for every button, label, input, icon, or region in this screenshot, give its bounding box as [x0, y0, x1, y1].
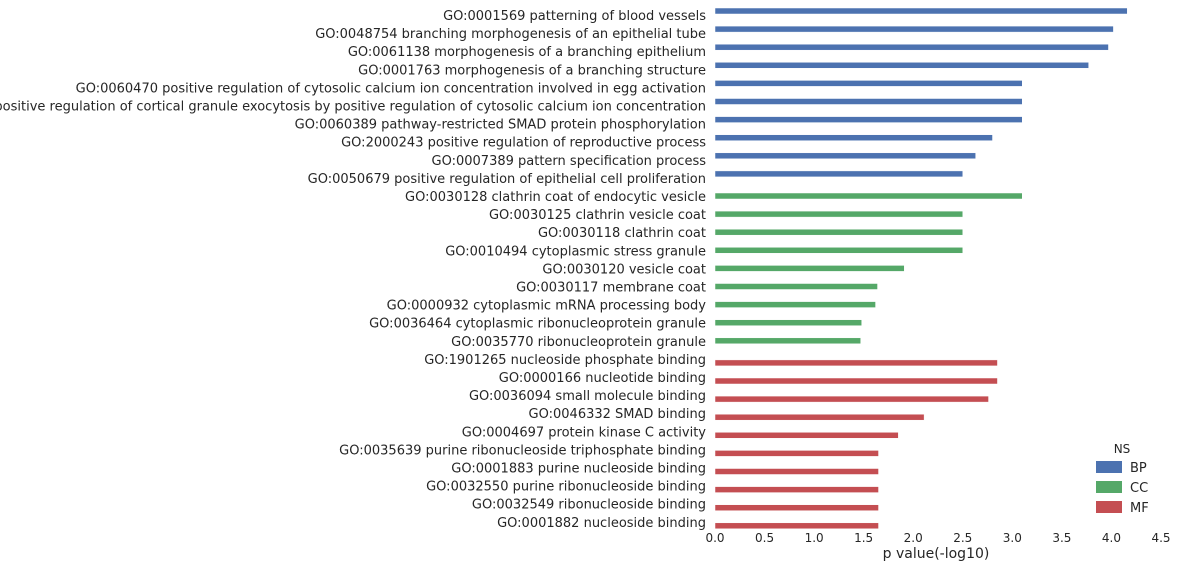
bar-mf: [714, 522, 879, 530]
category-label: GO:0001763 morphogenesis of a branching …: [358, 63, 706, 78]
category-label: GO:0007389 pattern specification process: [432, 154, 707, 169]
bar-bp: [714, 7, 1128, 15]
bar-mf: [714, 432, 899, 439]
category-label: GO:0001882 nucleoside binding: [497, 516, 706, 531]
category-label: GO:0060470 positive regulation of cytoso…: [76, 81, 706, 96]
bar-cc: [714, 301, 876, 308]
bar-mf: [714, 504, 879, 511]
x-tick-label: 2.5: [953, 531, 972, 545]
x-tick-label: 1.0: [805, 531, 824, 545]
category-label: GO:0032549 ribonucleoside binding: [472, 498, 706, 513]
category-label: GO:0030118 clathrin coat: [538, 226, 706, 241]
bar-bp: [714, 152, 976, 160]
x-tick-label: 1.5: [854, 531, 873, 545]
category-label: GO:0035770 ribonucleoprotein granule: [451, 335, 706, 350]
category-label: GO:0001883 purine nucleoside binding: [451, 462, 706, 477]
category-label: GO:1901265 nucleoside phosphate binding: [424, 353, 706, 368]
bar-mf: [714, 413, 925, 421]
x-tick-label: 3.5: [1052, 531, 1071, 545]
bar-bp: [714, 43, 1109, 51]
category-label: GO:0060472 positive regulation of cortic…: [0, 100, 706, 115]
legend: NS BP CC MF: [1096, 442, 1149, 516]
bars: [714, 7, 1128, 530]
bar-bp: [714, 98, 1023, 105]
legend-title: NS: [1114, 442, 1131, 456]
category-label: GO:0035639 purine ribonucleoside triphos…: [339, 443, 706, 458]
bar-cc: [714, 247, 964, 254]
bar-bp: [714, 170, 964, 178]
category-label: GO:0030120 vesicle coat: [542, 262, 706, 277]
bar-cc: [714, 319, 862, 326]
bar-cc: [714, 337, 861, 345]
x-tick-label: 0.5: [755, 531, 774, 545]
bar-cc: [714, 210, 964, 218]
category-label: GO:0004697 protein kinase C activity: [462, 425, 707, 440]
x-axis-label: p value(-log10): [883, 546, 990, 562]
bar-mf: [714, 359, 998, 367]
bar-mf: [714, 468, 879, 475]
bar-cc: [714, 228, 964, 236]
category-label: GO:0061138 morphogenesis of a branching …: [348, 45, 706, 60]
legend-label-mf: MF: [1130, 501, 1149, 516]
bar-bp: [714, 80, 1023, 87]
bar-bp: [714, 134, 993, 141]
bar-bp: [714, 25, 1114, 33]
legend-swatch-bp: [1096, 461, 1122, 473]
category-label: GO:0000932 cytoplasmic mRNA processing b…: [387, 299, 707, 314]
bar-mf: [714, 450, 879, 457]
bar-cc: [714, 192, 1023, 200]
bar-cc: [714, 265, 905, 272]
x-tick-label: 3.0: [1003, 531, 1022, 545]
category-label: GO:0001569 patterning of blood vessels: [443, 9, 706, 24]
category-label: GO:0060389 pathway-restricted SMAD prote…: [295, 118, 706, 133]
category-label: GO:0050679 positive regulation of epithe…: [308, 172, 706, 187]
category-label: GO:0046332 SMAD binding: [529, 407, 706, 422]
legend-swatch-mf: [1096, 501, 1122, 513]
category-label: GO:2000243 positive regulation of reprod…: [341, 136, 706, 151]
legend-swatch-cc: [1096, 481, 1122, 493]
x-tick-label: 4.5: [1151, 531, 1170, 545]
category-label: GO:0036094 small molecule binding: [469, 389, 706, 404]
bar-mf: [714, 377, 998, 385]
category-label: GO:0030117 membrane coat: [516, 281, 706, 296]
category-labels: GO:0001569 patterning of blood vessels GO…: [0, 9, 706, 531]
category-label: GO:0030128 clathrin coat of endocytic ve…: [405, 190, 706, 205]
x-axis: 0.0 0.5 1.0 1.5 2.0 2.5 3.0 3.5 4.0 4.5: [705, 531, 1170, 545]
x-tick-label: 0.0: [705, 531, 724, 545]
category-label: GO:0010494 cytoplasmic stress granule: [445, 244, 706, 259]
x-tick-label: 2.0: [904, 531, 923, 545]
category-label: GO:0000166 nucleotide binding: [499, 371, 706, 386]
category-label: GO:0048754 branching morphogenesis of an…: [315, 27, 706, 42]
bar-mf: [714, 486, 879, 493]
category-label: GO:0030125 clathrin vesicle coat: [489, 208, 706, 223]
legend-label-cc: CC: [1130, 481, 1148, 496]
legend-label-bp: BP: [1130, 461, 1147, 476]
bar-cc: [714, 283, 878, 290]
category-label: GO:0032550 purine ribonucleoside binding: [426, 480, 706, 495]
bar-bp: [714, 116, 1023, 123]
x-tick-label: 4.0: [1102, 531, 1121, 545]
category-label: GO:0036464 cytoplasmic ribonucleoprotein…: [369, 317, 706, 332]
bar-bp: [714, 62, 1089, 69]
bar-mf: [714, 395, 989, 403]
